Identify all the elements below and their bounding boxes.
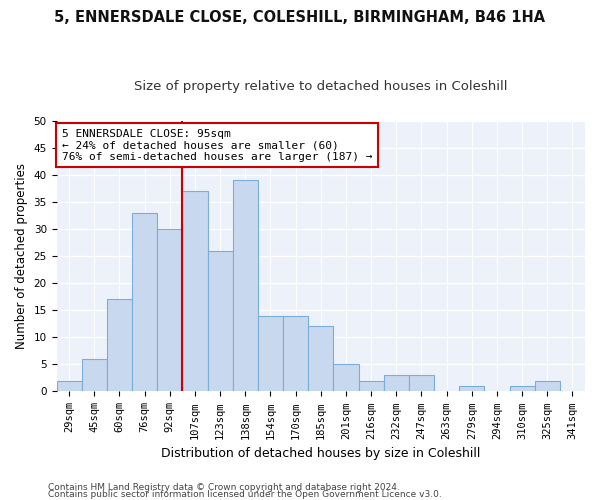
Bar bbox=[182, 191, 208, 392]
Bar bbox=[383, 375, 409, 392]
Bar bbox=[409, 375, 434, 392]
Bar bbox=[258, 316, 283, 392]
Bar bbox=[283, 316, 308, 392]
Bar bbox=[334, 364, 359, 392]
Bar bbox=[459, 386, 484, 392]
Text: Contains HM Land Registry data © Crown copyright and database right 2024.: Contains HM Land Registry data © Crown c… bbox=[48, 484, 400, 492]
Text: 5, ENNERSDALE CLOSE, COLESHILL, BIRMINGHAM, B46 1HA: 5, ENNERSDALE CLOSE, COLESHILL, BIRMINGH… bbox=[55, 10, 545, 25]
Bar bbox=[56, 380, 82, 392]
Bar bbox=[208, 250, 233, 392]
Bar bbox=[535, 380, 560, 392]
Bar bbox=[233, 180, 258, 392]
Text: 5 ENNERSDALE CLOSE: 95sqm
← 24% of detached houses are smaller (60)
76% of semi-: 5 ENNERSDALE CLOSE: 95sqm ← 24% of detac… bbox=[62, 128, 373, 162]
Bar bbox=[107, 300, 132, 392]
Bar bbox=[509, 386, 535, 392]
Text: Contains public sector information licensed under the Open Government Licence v3: Contains public sector information licen… bbox=[48, 490, 442, 499]
Y-axis label: Number of detached properties: Number of detached properties bbox=[15, 163, 28, 349]
X-axis label: Distribution of detached houses by size in Coleshill: Distribution of detached houses by size … bbox=[161, 447, 481, 460]
Bar bbox=[157, 229, 182, 392]
Title: Size of property relative to detached houses in Coleshill: Size of property relative to detached ho… bbox=[134, 80, 508, 93]
Bar bbox=[82, 359, 107, 392]
Bar bbox=[308, 326, 334, 392]
Bar bbox=[359, 380, 383, 392]
Bar bbox=[132, 212, 157, 392]
